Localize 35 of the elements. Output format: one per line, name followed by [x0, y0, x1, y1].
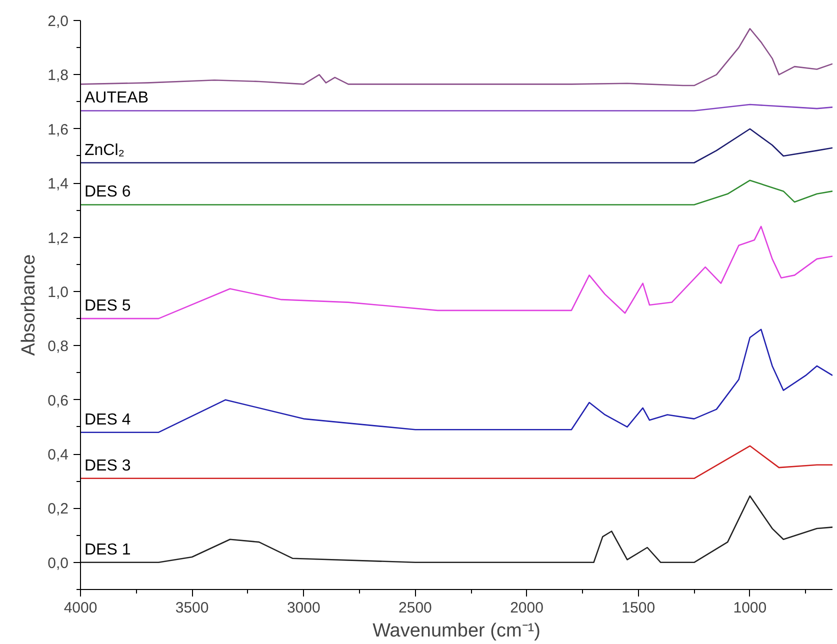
y-tick-label: 0,8 [48, 338, 69, 356]
x-tick-label: 1500 [622, 600, 656, 616]
series-label: AUTEAB [84, 90, 149, 107]
y-tick-label: 1,8 [48, 67, 69, 84]
y-tick-label: 0,4 [48, 446, 69, 464]
series-label: DES 5 [84, 298, 131, 315]
y-tick-label: 0,2 [48, 500, 69, 518]
series-label: DES 3 [84, 457, 131, 474]
series-label: DES 1 [84, 541, 131, 558]
line-series [80, 495, 832, 564]
y-tick-label: 1,2 [48, 230, 69, 247]
y-axis-title: Absorbance [18, 254, 40, 356]
y-tick-label: 2,0 [48, 13, 69, 30]
line-series [80, 180, 832, 206]
x-tick-label: 2000 [510, 600, 544, 616]
x-tick-label: 3500 [175, 600, 209, 616]
line-series [80, 104, 832, 112]
x-tick-label: 3000 [286, 600, 320, 616]
line-series [80, 226, 832, 320]
x-tick-label: 4000 [64, 600, 98, 616]
series-label: DES 6 [84, 184, 131, 201]
series-label: DES 4 [84, 411, 131, 428]
y-tick-label: 0,6 [48, 392, 69, 410]
y-tick-label: 0,0 [48, 554, 69, 572]
line-series [80, 28, 832, 86]
line-series [80, 328, 832, 433]
y-tick-label: 1,6 [48, 121, 69, 138]
series-label: ZnCl₂ [84, 142, 124, 159]
x-tick-label: 2500 [398, 600, 432, 616]
line-series [80, 445, 832, 480]
y-tick-label: 1,4 [48, 176, 69, 193]
y-tick-label: 1,0 [48, 284, 69, 301]
line-series [80, 128, 832, 164]
x-axis-title: Wavenumber (cm⁻¹) [372, 620, 540, 642]
x-tick-label: 1000 [733, 600, 767, 616]
